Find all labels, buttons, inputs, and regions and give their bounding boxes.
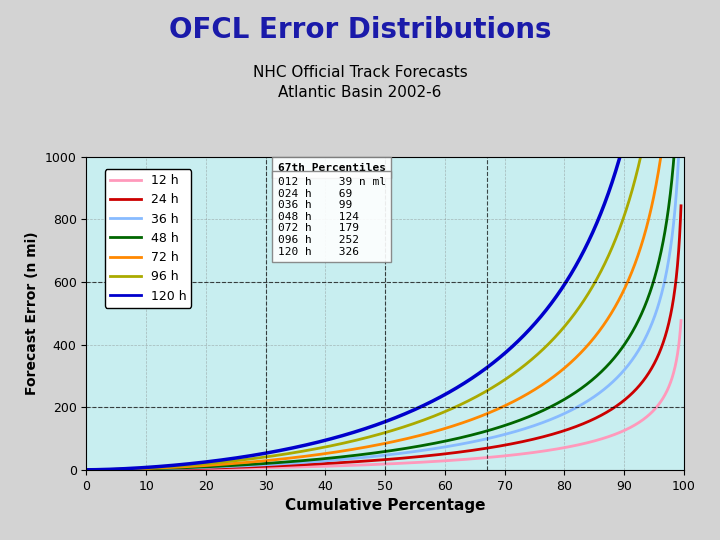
96 h (659, 0, 667, 5)
72 h (356, 445, 364, 451)
96 h (372, 432, 380, 438)
120 h (82, 467, 91, 473)
48 h (112, 466, 121, 472)
Line: 96 h: 96 h (86, 0, 681, 470)
36 h (677, 88, 685, 94)
Text: NHC Official Track Forecasts
Atlantic Basin 2002-6: NHC Official Track Forecasts Atlantic Ba… (253, 65, 467, 99)
12 h (677, 318, 685, 324)
48 h (660, 235, 668, 241)
36 h (82, 467, 91, 473)
48 h (550, 402, 559, 408)
48 h (356, 451, 364, 458)
72 h (660, 132, 668, 139)
24 h (372, 457, 380, 463)
120 h (356, 427, 364, 434)
24 h (660, 338, 668, 344)
12 h (659, 394, 667, 401)
Y-axis label: Forecast Error (n mi): Forecast Error (n mi) (25, 231, 40, 395)
36 h (550, 415, 559, 421)
96 h (660, 0, 668, 2)
24 h (550, 430, 559, 437)
36 h (372, 453, 380, 460)
Line: 72 h: 72 h (86, 0, 681, 470)
72 h (372, 442, 380, 449)
48 h (659, 237, 667, 243)
120 h (372, 422, 380, 428)
72 h (112, 466, 121, 472)
36 h (660, 281, 668, 288)
96 h (82, 467, 91, 473)
24 h (677, 202, 685, 209)
Text: 012 h    39 n ml
024 h    69
036 h    99
048 h    124
072 h    179
096 h    252
: 012 h 39 n ml 024 h 69 036 h 99 048 h 12… (278, 177, 386, 256)
Line: 36 h: 36 h (86, 91, 681, 470)
36 h (659, 283, 667, 289)
36 h (356, 455, 364, 461)
12 h (660, 394, 668, 400)
12 h (82, 467, 91, 473)
24 h (82, 467, 91, 473)
96 h (112, 466, 121, 472)
96 h (356, 436, 364, 443)
72 h (550, 373, 559, 379)
24 h (356, 458, 364, 465)
Text: OFCL Error Distributions: OFCL Error Distributions (168, 16, 552, 44)
120 h (550, 295, 559, 302)
36 h (112, 467, 121, 473)
Line: 120 h: 120 h (86, 0, 681, 470)
Line: 48 h: 48 h (86, 0, 681, 470)
48 h (372, 450, 380, 456)
12 h (372, 461, 380, 468)
72 h (82, 467, 91, 473)
X-axis label: Cumulative Percentage: Cumulative Percentage (285, 498, 485, 513)
120 h (112, 466, 121, 472)
Text: 67th Percentiles: 67th Percentiles (278, 163, 386, 173)
12 h (112, 467, 121, 473)
12 h (356, 462, 364, 468)
12 h (550, 446, 559, 453)
24 h (112, 467, 121, 473)
24 h (659, 339, 667, 345)
Legend: 12 h, 24 h, 36 h, 48 h, 72 h, 96 h, 120 h: 12 h, 24 h, 36 h, 48 h, 72 h, 96 h, 120 … (104, 169, 192, 308)
Line: 12 h: 12 h (86, 321, 681, 470)
48 h (82, 467, 91, 473)
72 h (659, 134, 667, 141)
96 h (550, 334, 559, 341)
Line: 24 h: 24 h (86, 206, 681, 470)
